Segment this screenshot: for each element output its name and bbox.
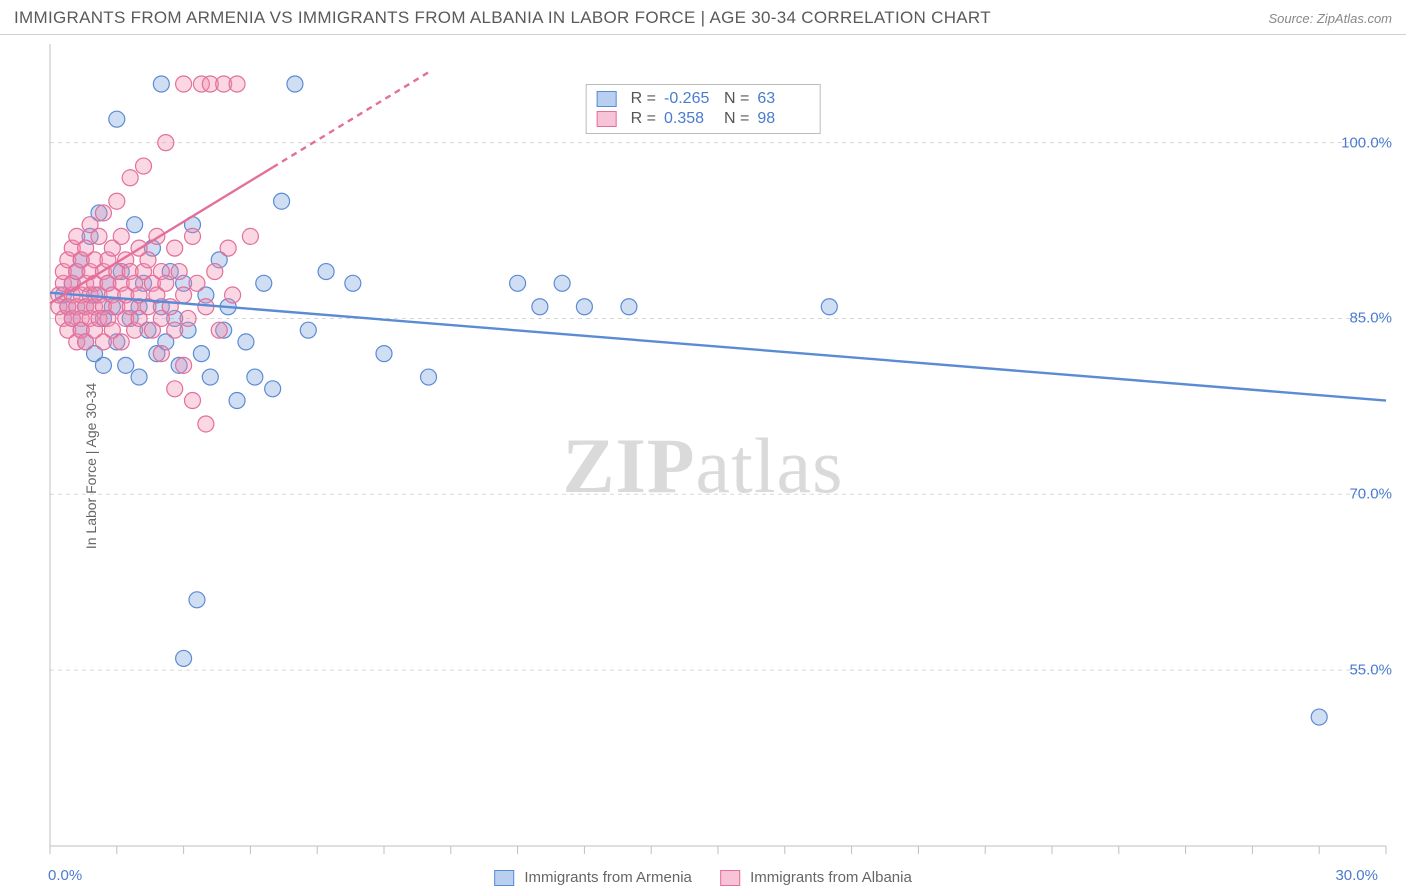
x-axis-min-label: 0.0%	[48, 867, 82, 884]
stats-row-armenia: R = -0.265 N = 63	[597, 89, 810, 109]
y-tick-label: 85.0%	[1349, 310, 1392, 327]
stats-r-value-armenia: -0.265	[664, 90, 716, 108]
stats-n-label: N =	[724, 90, 749, 108]
swatch-albania	[597, 111, 617, 127]
chart-area: In Labor Force | Age 30-34 ZIPatlas R = …	[0, 40, 1406, 892]
chart-legend: Immigrants from Armenia Immigrants from …	[494, 869, 912, 886]
stats-n-value-armenia: 63	[757, 90, 809, 108]
stats-r-label: R =	[631, 110, 656, 128]
source-attribution: Source: ZipAtlas.com	[1268, 11, 1392, 26]
stats-n-label: N =	[724, 110, 749, 128]
legend-item-albania: Immigrants from Albania	[720, 869, 912, 886]
y-axis-label: In Labor Force | Age 30-34	[83, 383, 99, 549]
legend-label-armenia: Immigrants from Armenia	[524, 869, 692, 886]
chart-header: IMMIGRANTS FROM ARMENIA VS IMMIGRANTS FR…	[0, 0, 1406, 35]
legend-item-armenia: Immigrants from Armenia	[494, 869, 692, 886]
y-tick-label: 100.0%	[1341, 134, 1392, 151]
x-axis-max-label: 30.0%	[1335, 867, 1378, 884]
legend-label-albania: Immigrants from Albania	[750, 869, 912, 886]
legend-swatch-albania	[720, 870, 740, 886]
y-tick-label: 55.0%	[1349, 662, 1392, 679]
stats-r-value-albania: 0.358	[664, 110, 716, 128]
scatter-plot	[0, 40, 1406, 892]
swatch-armenia	[597, 91, 617, 107]
y-tick-label: 70.0%	[1349, 486, 1392, 503]
stats-r-label: R =	[631, 90, 656, 108]
stats-n-value-albania: 98	[757, 110, 809, 128]
stats-row-albania: R = 0.358 N = 98	[597, 109, 810, 129]
correlation-stats-box: R = -0.265 N = 63 R = 0.358 N = 98	[586, 84, 821, 134]
legend-swatch-armenia	[494, 870, 514, 886]
chart-title: IMMIGRANTS FROM ARMENIA VS IMMIGRANTS FR…	[14, 8, 991, 28]
